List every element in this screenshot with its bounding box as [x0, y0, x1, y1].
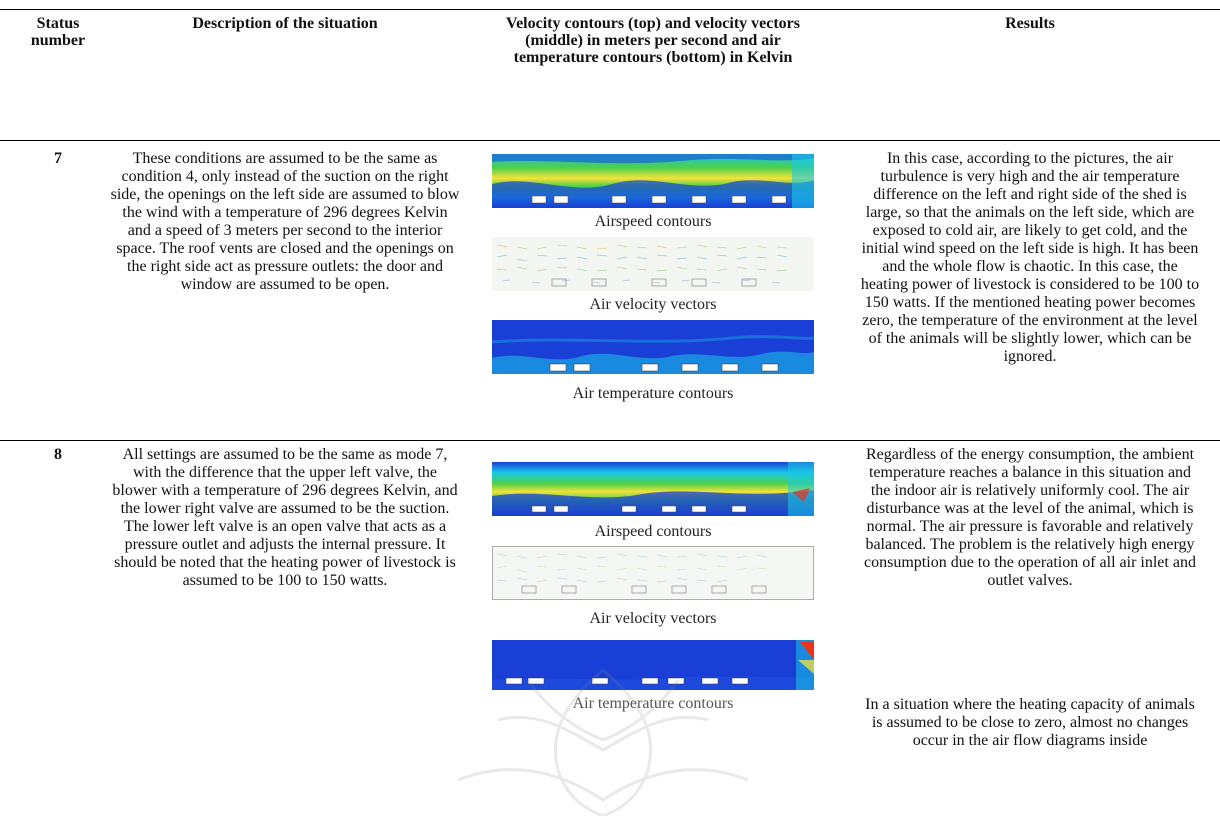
watermark-emblem: [438, 660, 768, 821]
header-contours: Velocity contours (top) and velocity vec…: [505, 15, 801, 66]
row-8-velocity-vectors-plot: [492, 546, 814, 600]
row-8-description: All settings are assumed to be the same …: [112, 446, 458, 589]
row-7-temperature-contour-plot: [492, 320, 814, 374]
row-8-results: Regardless of the energy consumption, th…: [864, 446, 1196, 589]
row-8-caption-velocity-vectors: Air velocity vectors: [589, 610, 717, 627]
table-top-rule: [0, 9, 1220, 10]
header-description: Description of the situation: [192, 15, 378, 32]
header-results: Results: [1005, 15, 1055, 32]
header-status-number: Status number: [30, 15, 86, 49]
row-8-caption-temperature: Air temperature contours: [572, 695, 734, 712]
row-7-description: These conditions are assumed to be the s…: [110, 150, 460, 293]
table-header-rule: [0, 140, 1220, 141]
row-8-temperature-contour-plot: [492, 640, 814, 690]
row-7-bottom-rule: [0, 440, 1220, 441]
row-7-velocity-vectors-plot: [492, 237, 814, 291]
row-7-status-number: 7: [54, 150, 62, 167]
row-8-airspeed-contour-plot: [492, 462, 814, 516]
row-7-caption-temperature: Air temperature contours: [572, 385, 734, 402]
row-7-caption-airspeed: Airspeed contours: [594, 213, 712, 230]
row-7-airspeed-contour-plot: [492, 154, 814, 208]
row-7-caption-velocity-vectors: Air velocity vectors: [589, 296, 717, 313]
row-8-caption-airspeed: Airspeed contours: [594, 523, 712, 540]
row-8-results-extra: In a situation where the heating capacit…: [865, 696, 1195, 749]
row-7-results: In this case, according to the pictures,…: [860, 150, 1200, 365]
row-8-status-number: 8: [54, 446, 62, 463]
